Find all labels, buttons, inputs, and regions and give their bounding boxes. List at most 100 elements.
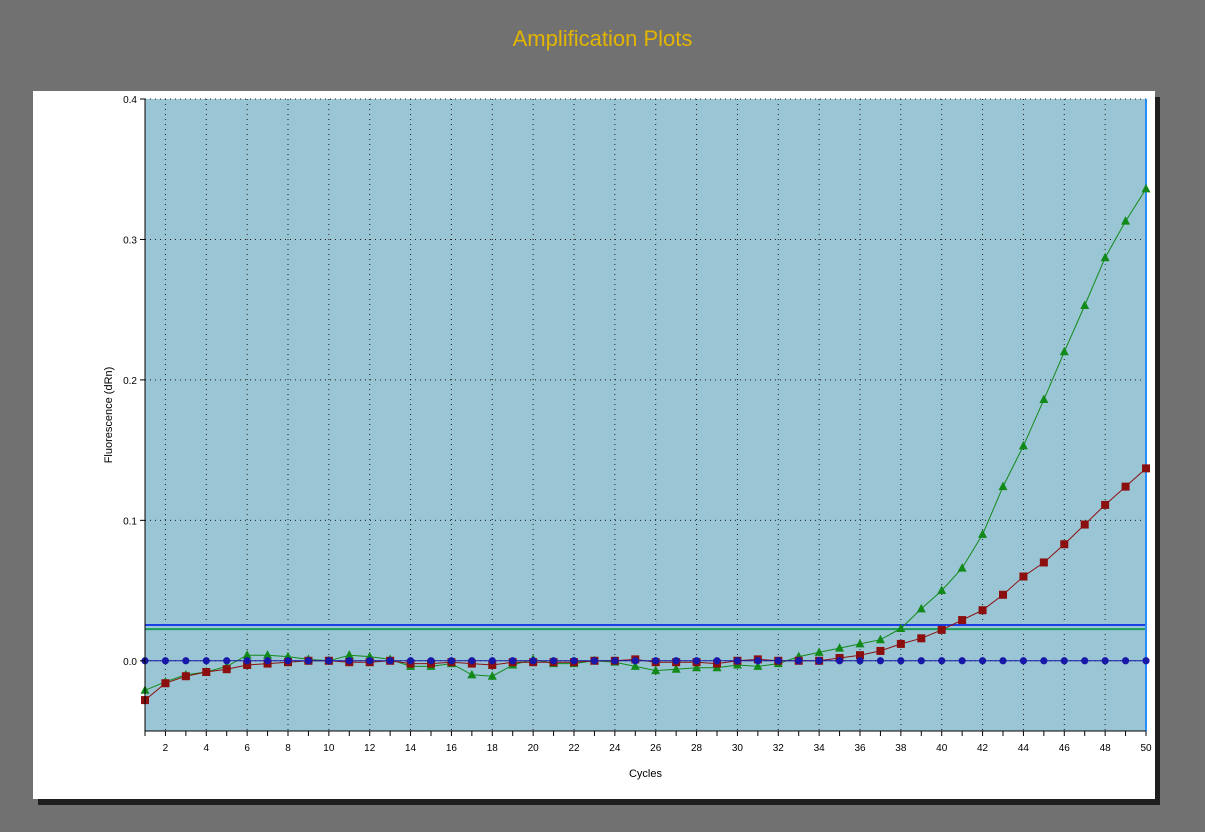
data-point[interactable]	[467, 669, 477, 679]
data-point[interactable]	[284, 657, 292, 665]
data-point[interactable]	[897, 657, 905, 665]
data-point[interactable]	[692, 662, 702, 672]
data-point[interactable]	[957, 563, 967, 572]
data-point[interactable]	[958, 616, 967, 625]
data-point[interactable]	[896, 623, 906, 632]
data-point[interactable]	[243, 660, 252, 669]
data-point[interactable]	[651, 665, 661, 675]
series-group[interactable]	[140, 183, 1151, 705]
data-point[interactable]	[263, 657, 272, 665]
data-point[interactable]	[161, 657, 170, 665]
data-point[interactable]	[222, 665, 231, 674]
data-point[interactable]	[937, 585, 947, 595]
data-point[interactable]	[1142, 464, 1150, 473]
data-point[interactable]	[181, 672, 190, 681]
data-point[interactable]	[917, 634, 926, 643]
data-point[interactable]	[1121, 482, 1130, 491]
data-point[interactable]	[1121, 657, 1130, 665]
data-point[interactable]	[692, 657, 701, 665]
data-point[interactable]	[753, 661, 763, 670]
data-point[interactable]	[978, 529, 988, 538]
data-point[interactable]	[468, 657, 476, 665]
data-point[interactable]	[161, 679, 170, 688]
data-point[interactable]	[916, 603, 926, 613]
data-point[interactable]	[876, 657, 885, 665]
data-point[interactable]	[509, 657, 517, 665]
data-point[interactable]	[1060, 657, 1068, 665]
data-point[interactable]	[978, 606, 987, 615]
plot-area[interactable]	[145, 99, 1146, 731]
data-point[interactable]	[263, 650, 273, 659]
data-point[interactable]	[345, 657, 353, 665]
data-point[interactable]	[488, 660, 497, 669]
data-point[interactable]	[427, 657, 435, 665]
data-point[interactable]	[630, 661, 640, 670]
data-point[interactable]	[325, 657, 333, 665]
data-point[interactable]	[774, 657, 782, 665]
data-point[interactable]	[242, 650, 252, 659]
data-point[interactable]	[488, 657, 496, 665]
data-point[interactable]	[835, 643, 845, 652]
data-point[interactable]	[243, 657, 251, 665]
data-point[interactable]	[611, 657, 619, 665]
data-point[interactable]	[1018, 440, 1028, 450]
data-point[interactable]	[671, 664, 681, 673]
data-point[interactable]	[202, 668, 211, 677]
data-point[interactable]	[1080, 520, 1089, 529]
data-point[interactable]	[202, 657, 210, 665]
data-point[interactable]	[855, 638, 865, 648]
data-point[interactable]	[937, 625, 946, 634]
data-point[interactable]	[856, 651, 864, 660]
data-point[interactable]	[529, 657, 537, 665]
data-point[interactable]	[1019, 572, 1028, 581]
data-point[interactable]	[1080, 300, 1090, 309]
data-point[interactable]	[998, 481, 1008, 491]
data-point[interactable]	[917, 657, 925, 665]
data-point[interactable]	[182, 657, 190, 665]
data-point[interactable]	[549, 657, 558, 665]
data-point[interactable]	[1039, 394, 1049, 404]
data-point[interactable]	[795, 657, 803, 665]
series-circle[interactable]	[141, 657, 1150, 665]
data-point[interactable]	[447, 657, 456, 665]
data-point[interactable]	[999, 590, 1007, 599]
data-point[interactable]	[938, 657, 946, 665]
data-point[interactable]	[672, 657, 680, 665]
data-point[interactable]	[733, 657, 742, 665]
data-point[interactable]	[1101, 500, 1110, 509]
data-point[interactable]	[223, 657, 231, 665]
data-point[interactable]	[876, 646, 885, 655]
data-point[interactable]	[835, 657, 844, 665]
data-point[interactable]	[1100, 252, 1110, 262]
data-point[interactable]	[815, 657, 823, 665]
data-point[interactable]	[1060, 540, 1069, 549]
data-point[interactable]	[366, 657, 374, 665]
data-point[interactable]	[590, 657, 599, 665]
data-point[interactable]	[386, 657, 394, 665]
data-point[interactable]	[1040, 657, 1048, 665]
data-point[interactable]	[1101, 657, 1109, 665]
data-point[interactable]	[344, 650, 354, 659]
data-point[interactable]	[1019, 657, 1028, 665]
data-point[interactable]	[958, 657, 966, 665]
data-point[interactable]	[896, 639, 905, 648]
threshold-lines[interactable]	[145, 623, 1146, 631]
data-point[interactable]	[1039, 558, 1048, 567]
data-point[interactable]	[999, 657, 1007, 665]
data-point[interactable]	[631, 657, 639, 665]
data-point[interactable]	[283, 651, 293, 661]
data-point[interactable]	[487, 671, 497, 680]
data-point[interactable]	[1142, 657, 1150, 665]
data-point[interactable]	[1059, 346, 1069, 356]
data-point[interactable]	[856, 657, 864, 665]
data-point[interactable]	[978, 657, 987, 665]
data-point[interactable]	[1121, 216, 1131, 225]
data-point[interactable]	[406, 657, 415, 665]
data-point[interactable]	[570, 657, 578, 665]
data-point[interactable]	[814, 647, 824, 656]
data-point[interactable]	[1141, 183, 1151, 193]
data-point[interactable]	[1081, 657, 1089, 665]
data-point[interactable]	[652, 657, 660, 665]
data-point[interactable]	[754, 657, 762, 665]
